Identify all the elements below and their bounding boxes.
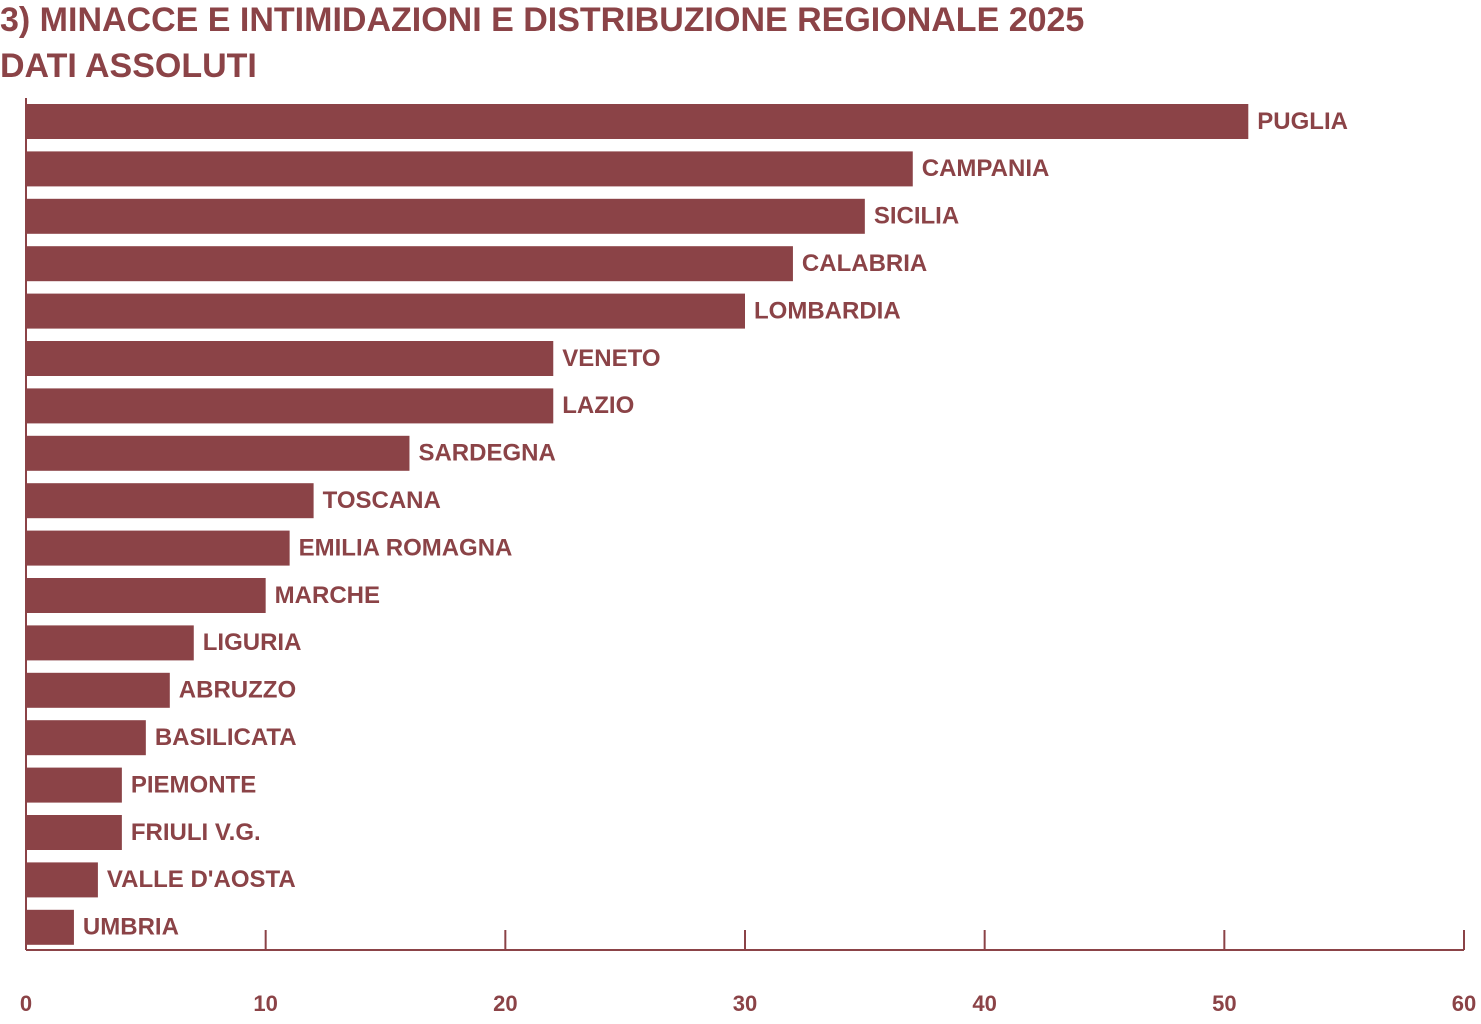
category-label: ABRUZZO [179,677,296,704]
category-label: VALLE D'AOSTA [107,866,296,893]
category-label: MARCHE [275,582,380,609]
x-tick-label: 50 [1212,991,1236,1016]
bar [26,483,314,519]
category-label: SARDEGNA [418,440,555,467]
x-tick-label: 20 [493,991,517,1016]
bar [26,104,1249,139]
bar [26,246,793,282]
category-label: LIGURIA [203,629,302,656]
bar [26,862,98,898]
x-tick-label: 60 [1452,991,1476,1016]
category-label: TOSCANA [323,487,441,514]
category-label: PUGLIA [1257,108,1348,135]
category-label: PIEMONTE [131,771,256,798]
category-label: UMBRIA [83,914,179,941]
category-label: CALABRIA [802,250,927,277]
bar [26,341,554,376]
bar [26,672,170,708]
bar [26,909,74,945]
bar [26,720,146,756]
category-label: SICILIA [874,203,959,230]
bar [26,815,122,850]
category-label: BASILICATA [155,724,297,751]
category-label: EMILIA ROMAGNA [299,534,513,561]
category-label: CAMPANIA [922,155,1050,182]
category-label: VENETO [562,345,660,372]
bar [26,578,266,613]
x-tick-label: 10 [253,991,277,1016]
bar [26,435,410,471]
category-label: LOMBARDIA [754,297,901,324]
bar [26,388,554,424]
bar [26,293,745,329]
x-tick-label: 0 [20,991,32,1016]
chart-subtitle: DATI ASSOLUTI [0,47,257,85]
chart-title: 3) MINACCE E INTIMIDAZIONI E DISTRIBUZIO… [0,1,1084,39]
x-tick-label: 30 [733,991,757,1016]
bar [26,530,290,566]
bar [26,198,865,234]
category-label: FRIULI V.G. [131,819,261,846]
bar [26,625,194,661]
bar [26,151,913,187]
category-label: LAZIO [562,392,634,419]
bar [26,767,122,803]
x-tick-label: 40 [972,991,996,1016]
